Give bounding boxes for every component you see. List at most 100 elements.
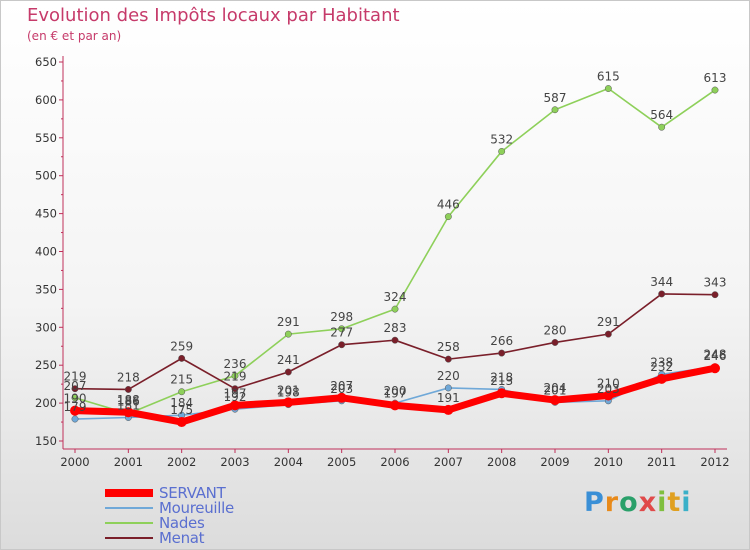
legend: SERVANT Moureuille Nades Menat <box>105 484 234 547</box>
data-label-servant: 213 <box>490 374 513 388</box>
data-point-nades <box>391 305 399 313</box>
legend-swatch-menat <box>105 536 153 539</box>
data-label-moureuille: 203 <box>330 382 353 396</box>
y-tick-label: 550 <box>35 131 57 145</box>
data-point-servant <box>336 392 347 403</box>
x-tick-label: 2012 <box>700 455 729 469</box>
data-point-servant <box>496 388 507 399</box>
x-tick-label: 2002 <box>167 455 196 469</box>
data-point-nades <box>551 106 559 114</box>
data-label-servant: 188 <box>117 393 140 407</box>
data-point-nades <box>604 85 612 92</box>
data-label-nades: 615 <box>597 70 620 84</box>
data-label-menat: 241 <box>277 353 300 367</box>
proxiti-logo: Proxiti <box>584 487 692 518</box>
data-point-servant <box>550 395 560 406</box>
data-label-nades: 532 <box>490 132 513 146</box>
data-label-nades: 587 <box>544 91 567 105</box>
data-point-nades <box>711 86 719 94</box>
x-tick-label: 2006 <box>380 455 409 469</box>
data-label-moureuille: 201 <box>544 383 567 397</box>
data-point-menat <box>551 339 559 346</box>
legend-label-menat: Menat <box>159 528 205 547</box>
data-label-menat: 219 <box>224 370 247 384</box>
data-label-nades: 215 <box>170 373 193 387</box>
data-label-servant: 246 <box>704 349 727 363</box>
legend-swatch-moureuille <box>105 506 153 509</box>
chart-title: Evolution des Impôts locaux par Habitant <box>27 5 400 26</box>
y-tick-label: 350 <box>35 282 57 296</box>
data-label-menat: 258 <box>437 340 460 354</box>
x-tick-label: 2011 <box>647 455 676 469</box>
data-label-menat: 219 <box>64 370 87 384</box>
data-point-menat <box>338 341 346 349</box>
data-label-servant: 175 <box>170 403 193 417</box>
data-point-menat <box>178 354 186 362</box>
data-label-servant: 210 <box>597 377 620 391</box>
legend-item-moureuille: Moureuille <box>105 499 234 517</box>
data-point-nades <box>498 147 506 155</box>
data-label-nades: 446 <box>437 198 460 212</box>
data-label-menat: 280 <box>544 323 567 337</box>
data-label-moureuille: 218 <box>490 370 513 384</box>
y-tick-label: 300 <box>35 320 57 334</box>
data-label-moureuille: 220 <box>437 369 460 383</box>
y-tick-label: 500 <box>35 169 57 183</box>
data-point-servant <box>443 404 454 415</box>
y-tick-label: 400 <box>35 245 57 259</box>
data-point-menat <box>124 386 132 393</box>
data-label-menat: 343 <box>704 276 727 290</box>
y-tick-label: 650 <box>35 55 57 69</box>
x-tick-label: 2009 <box>540 455 569 469</box>
legend-swatch-nades <box>105 521 153 524</box>
data-point-nades <box>284 330 292 338</box>
data-label-menat: 259 <box>170 339 193 353</box>
x-tick-label: 2007 <box>434 455 463 469</box>
data-point-nades <box>658 123 666 131</box>
data-point-menat <box>444 355 452 363</box>
data-label-moureuille: 181 <box>117 399 140 413</box>
data-label-nades: 207 <box>64 379 87 393</box>
x-tick-label: 2008 <box>487 455 516 469</box>
data-label-moureuille: 200 <box>384 384 407 398</box>
data-label-menat: 291 <box>597 315 620 329</box>
data-point-menat <box>658 290 666 298</box>
data-point-servant <box>390 400 400 411</box>
data-point-nades <box>178 388 186 396</box>
x-tick-label: 2001 <box>114 455 143 469</box>
data-point-menat <box>711 291 719 299</box>
data-label-nades: 564 <box>650 108 673 122</box>
x-tick-label: 2003 <box>220 455 249 469</box>
x-tick-label: 2004 <box>274 455 303 469</box>
data-label-servant: 191 <box>437 391 460 405</box>
x-tick-label: 2005 <box>327 455 356 469</box>
data-label-nades: 291 <box>277 315 300 329</box>
data-label-servant: 204 <box>544 381 567 395</box>
data-label-moureuille: 248 <box>704 348 727 362</box>
data-point-servant <box>656 373 667 384</box>
data-point-servant <box>123 407 134 418</box>
data-label-nades: 298 <box>330 310 353 324</box>
data-label-nades: 324 <box>384 290 407 304</box>
data-label-moureuille: 179 <box>64 400 87 414</box>
data-label-moureuille: 184 <box>170 396 193 410</box>
legend-item-servant: SERVANT <box>105 484 234 502</box>
data-point-moureuille <box>444 384 452 392</box>
data-label-servant: 232 <box>650 360 673 374</box>
data-label-moureuille: 238 <box>650 355 673 369</box>
data-label-servant: 197 <box>384 386 407 400</box>
data-point-menat <box>391 336 399 344</box>
legend-swatch-servant <box>105 488 153 497</box>
chart-subtitle: (en € et par an) <box>27 29 122 43</box>
data-label-menat: 277 <box>330 326 353 340</box>
x-tick-label: 2000 <box>60 455 89 469</box>
data-label-menat: 218 <box>117 370 140 384</box>
y-tick-label: 250 <box>35 358 57 372</box>
data-point-servant <box>230 400 240 411</box>
data-point-moureuille <box>71 415 79 423</box>
data-point-nades <box>338 325 346 333</box>
data-label-moureuille: 203 <box>597 382 620 396</box>
data-label-servant: 201 <box>277 383 300 397</box>
